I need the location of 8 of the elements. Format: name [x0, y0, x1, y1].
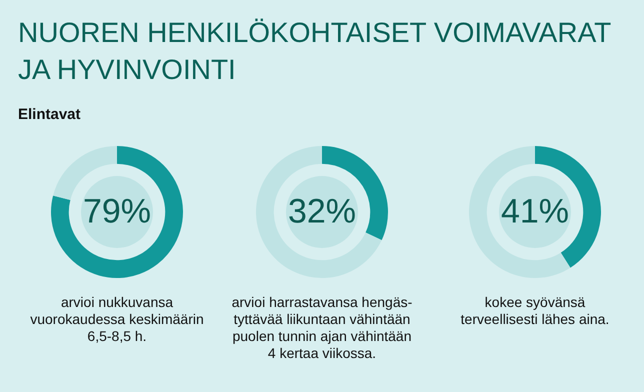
text: arvioi nukkuvansa vuorokaudessa keskimäärin 6,5-8,5 h.: [29, 294, 205, 345]
text: kokee syövänsä terveellisesti lähes aina.: [460, 294, 610, 328]
text: arvioi harrastavansa hengäs- tyttävää liikuntaan vähintään puolen tunnin ajan vähintään 4 kertaa viikossa.: [230, 294, 414, 362]
data-label: 41%: [500, 192, 570, 230]
chart-subtitle: Elintavat: [18, 106, 81, 123]
data-label: 79%: [82, 192, 152, 230]
text: NUOREN HENKILÖKOHTAISET VOIMAVARAT JA HYVINVOINTI: [18, 16, 612, 87]
data-label: 32%: [288, 192, 356, 230]
